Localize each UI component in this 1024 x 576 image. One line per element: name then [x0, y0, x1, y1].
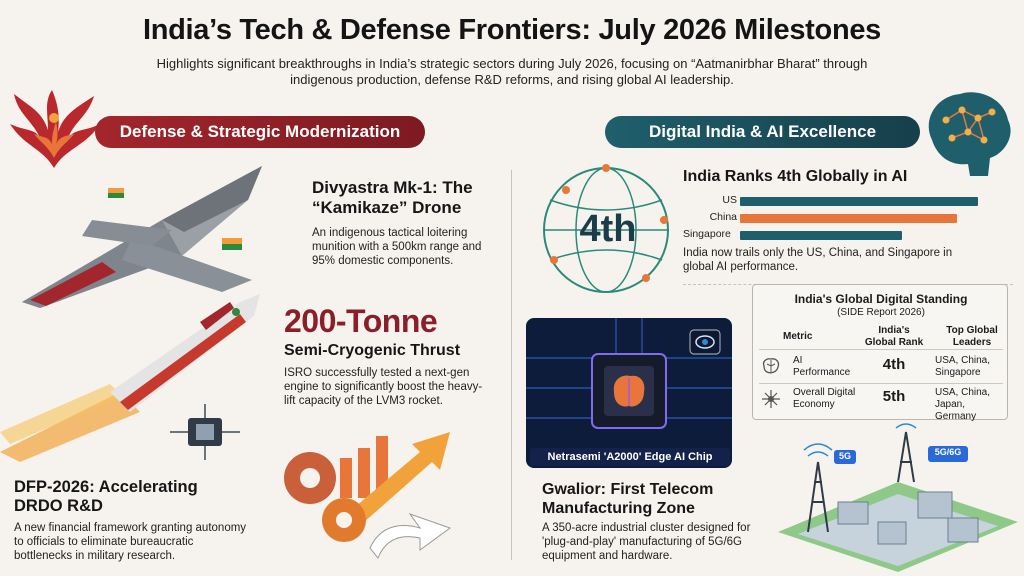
defense-section-banner: Defense & Strategic Modernization	[95, 116, 425, 148]
brain-icon	[762, 358, 780, 374]
table-cell-leaders: USA, China, Singapore	[935, 355, 991, 378]
tower-label-5g6g: 5G/6G	[934, 447, 962, 457]
rank-badge: 4th	[579, 208, 637, 250]
table-cell-metric: AI Performance	[793, 355, 851, 378]
table-header-rank: India's Global Rank	[864, 325, 924, 348]
chip-caption: Netrasemi 'A2000' Edge AI Chip	[530, 448, 730, 466]
table-cell-rank: 5th	[882, 388, 906, 405]
page-subtitle: Highlights significant breakthroughs in …	[156, 56, 868, 87]
section-divider	[511, 170, 512, 560]
circuit-chip-icon	[170, 404, 240, 460]
page-title: India’s Tech & Defense Frontiers: July 2…	[142, 14, 882, 46]
tower-label-5g: 5G	[838, 451, 851, 461]
dfp-title-line1: DFP-2026: Accelerating	[14, 478, 198, 496]
engine-headline: 200-Tonne	[284, 303, 438, 339]
table-cell-rank: 4th	[882, 356, 906, 373]
ai-rank-title: India Ranks 4th Globally in AI	[683, 168, 908, 185]
bar-singapore	[740, 231, 902, 240]
globe-network-icon	[543, 164, 669, 293]
telecom-description: A 350-acre industrial cluster designed f…	[542, 522, 751, 562]
telecom-title-line2: Manufacturing Zone	[542, 500, 695, 517]
table-source: (SIDE Report 2026)	[837, 307, 925, 318]
digital-standing-table: India's Global Digital Standing (SIDE Re…	[752, 284, 1008, 422]
drone-title-line1: Divyastra Mk-1: The	[312, 178, 473, 197]
table-cell-leaders: USA, China, Japan, Germany	[935, 387, 991, 422]
engine-title: Semi-Cryogenic Thrust	[284, 342, 461, 359]
bar-us	[740, 197, 978, 206]
table-rule	[759, 383, 1003, 384]
drone-title-line2: “Kamikaze” Drone	[312, 198, 462, 217]
table-header-leaders: Top Global Leaders	[946, 325, 998, 348]
network-icon	[762, 390, 780, 408]
ai-chip-illustration	[526, 318, 732, 429]
table-rule	[759, 349, 1003, 350]
table-title: India's Global Digital Standing	[794, 292, 968, 306]
drone-illustration	[22, 166, 262, 308]
telecom-zone-illustration	[778, 423, 1018, 572]
rocket-illustration	[0, 294, 260, 462]
bar-label-china: China	[709, 211, 737, 223]
table-cell-metric: Overall Digital Economy	[793, 387, 856, 410]
ai-rank-description: India now trails only the US, China, and…	[683, 247, 953, 273]
bar-label-singapore: Singapore	[683, 228, 731, 240]
gears-growth-illustration	[284, 432, 452, 559]
drone-description: An indigenous tactical loitering munitio…	[312, 227, 482, 267]
bar-china	[740, 214, 957, 223]
telecom-title-line1: Gwalior: First Telecom	[542, 481, 714, 498]
engine-description: ISRO successfully tested a next-gen engi…	[284, 367, 483, 407]
dfp-title-line2: DRDO R&D	[14, 497, 103, 515]
dfp-description: A new financial framework granting auton…	[14, 522, 247, 562]
bar-label-us: US	[722, 194, 737, 206]
brain-network-icon	[928, 92, 1011, 176]
ai-chip-card	[526, 318, 732, 468]
phoenix-icon	[10, 90, 100, 168]
digital-section-banner: Digital India & AI Excellence	[605, 116, 920, 148]
table-header-metric: Metric	[783, 331, 813, 342]
